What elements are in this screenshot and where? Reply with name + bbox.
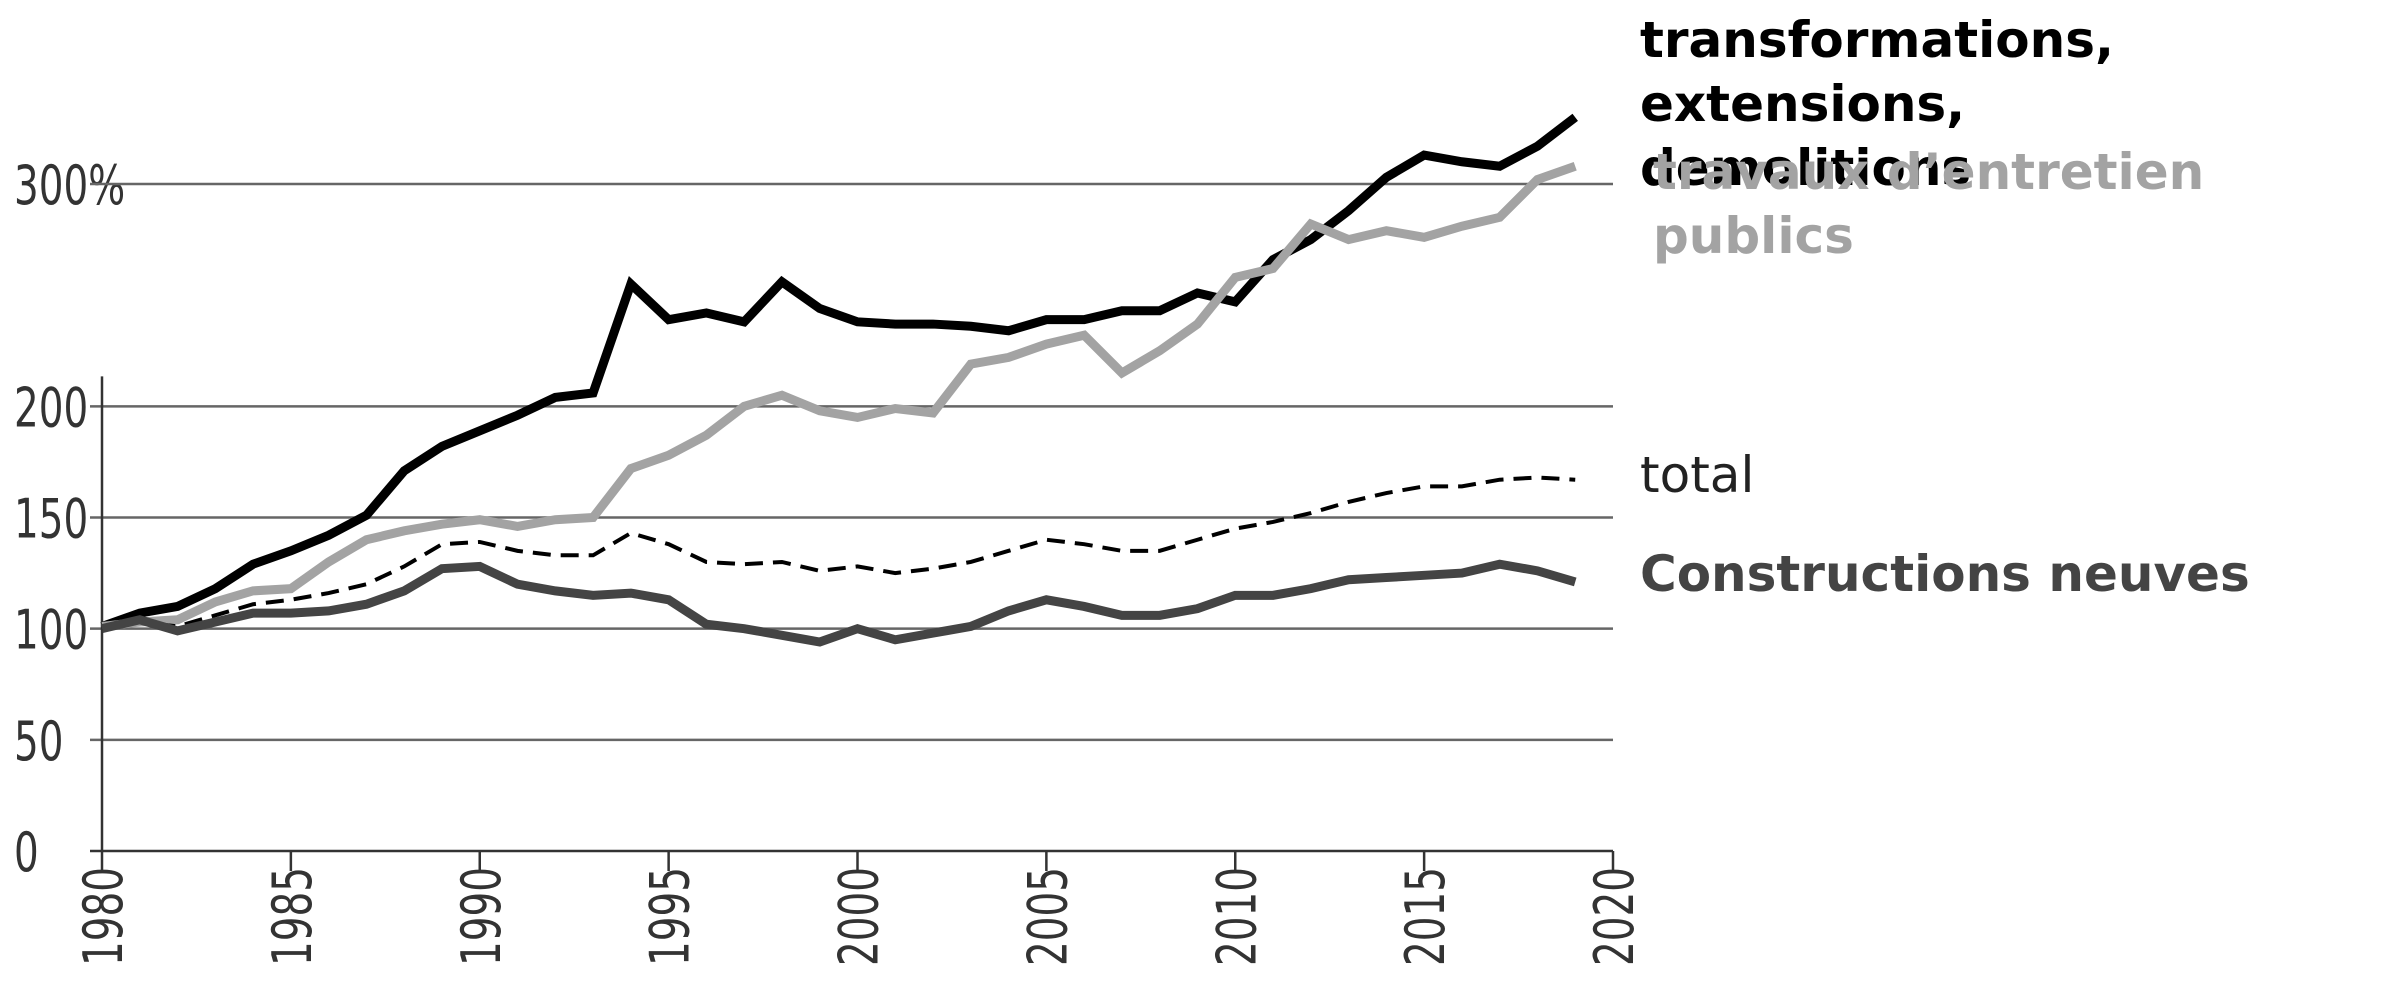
y-tick-label: 300% xyxy=(14,155,125,218)
x-tick-label: 1990 xyxy=(450,867,513,966)
series-line xyxy=(101,161,1577,631)
y-tick-label: 0 xyxy=(14,822,39,885)
x-tick-label: 1980 xyxy=(73,867,136,966)
series-label: total xyxy=(1640,446,1755,504)
x-tick-label: 2000 xyxy=(828,867,891,966)
y-tick-label: 50 xyxy=(14,710,63,773)
series-label: Constructions neuves xyxy=(1640,545,2250,603)
series-line xyxy=(100,113,1578,631)
series-line xyxy=(101,475,1576,631)
x-tick-label: 2020 xyxy=(1584,867,1647,966)
series-line xyxy=(100,559,1577,647)
y-tick-label: 200 xyxy=(14,377,88,440)
series-label: transformations, extensions, demolitions xyxy=(1640,11,2114,197)
x-tick-label: 1985 xyxy=(262,867,325,966)
x-tick-label: 2005 xyxy=(1017,867,1080,966)
x-tick-label: 1995 xyxy=(639,867,702,966)
x-tick-label: 2010 xyxy=(1206,867,1269,966)
x-tick-label: 2015 xyxy=(1395,867,1458,966)
y-tick-label: 150 xyxy=(14,488,88,551)
y-tick-label: 100 xyxy=(14,599,88,662)
series-label: travaux d’entretien publics xyxy=(1653,143,2205,265)
